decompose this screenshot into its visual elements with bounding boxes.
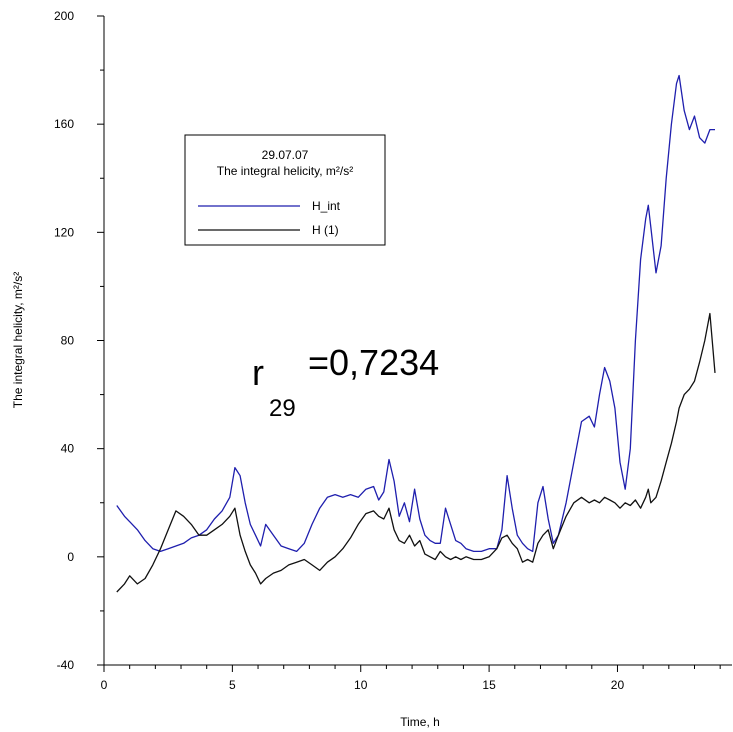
y-ticks: -40 0 40 80 120 160 200 [54,9,104,672]
x-tick-label: 0 [101,678,108,692]
x-tick-label: 15 [482,678,496,692]
legend-label-h-1: H (1) [312,223,339,237]
annotation-value: =0,7234 [308,342,439,383]
y-tick-label: 120 [54,225,74,239]
series-line-h-int [116,74,715,553]
series-line-h-1 [116,312,716,593]
y-tick-label: 160 [54,117,74,131]
y-axis-title: The integral helicity, m²/s² [11,272,25,408]
x-ticks: 0 5 10 15 20 [101,665,721,692]
x-axis-title: Time, h [400,715,440,729]
axes: 0 5 10 15 20 -40 0 40 80 120 160 200 [54,9,732,692]
legend-label-h-int: H_int [312,199,341,213]
series-layer [116,74,716,593]
annotation-subscript: 29 [269,395,296,422]
x-tick-label: 10 [354,678,368,692]
x-tick-label: 20 [611,678,625,692]
annotation-r: r [252,352,264,393]
y-tick-label: 200 [54,9,74,23]
y-tick-label: 0 [67,550,74,564]
legend: 29.07.07 The integral helicity, m²/s² H_… [184,134,386,246]
y-tick-label: 80 [61,334,75,348]
correlation-annotation: r 29 =0,7234 [252,342,439,422]
y-tick-label: 40 [61,442,75,456]
y-tick-label: -40 [57,658,75,672]
legend-title-quantity: The integral helicity, m²/s² [217,164,353,178]
legend-title-date: 29.07.07 [262,148,309,162]
x-tick-label: 5 [229,678,236,692]
legend-box [184,134,386,246]
